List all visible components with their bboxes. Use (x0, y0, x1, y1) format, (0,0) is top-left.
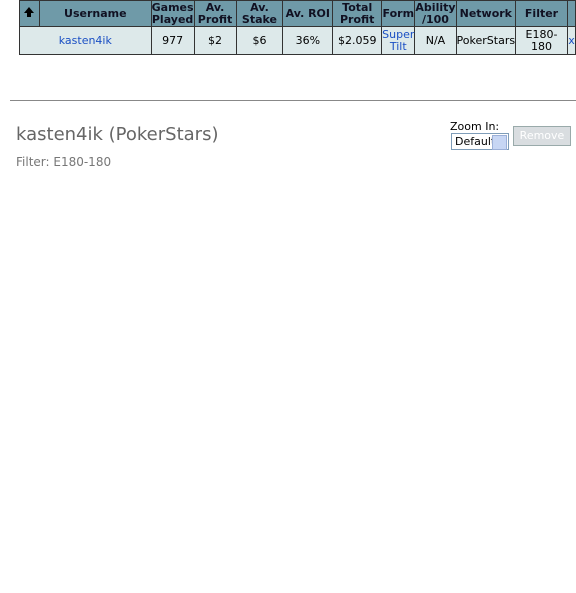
cell: $6 (235, 26, 284, 55)
cell: Super Tilt (381, 26, 416, 55)
cell-text: PokerStars (456, 33, 516, 47)
cell-text: $2 (208, 33, 223, 47)
zoom-label: Zoom In: (450, 120, 500, 133)
column-header[interactable]: Av. Stake (235, 0, 284, 27)
column-header[interactable]: Ability /100 (414, 0, 457, 27)
link[interactable]: kasten4ik (58, 33, 112, 47)
column-header[interactable]: Av. ROI (282, 0, 334, 27)
header-cell (566, 0, 576, 27)
column-header[interactable]: Games Played (150, 0, 195, 27)
cell: 977 (150, 26, 195, 55)
cell-text: N/A (425, 33, 446, 47)
cell: N/A (414, 26, 457, 55)
cell: E180-180 (515, 26, 568, 55)
zoom-select[interactable]: Default (451, 133, 509, 150)
link[interactable]: Super Tilt (382, 27, 415, 53)
cell: 36% (282, 26, 334, 55)
column-header[interactable]: Filter (515, 0, 568, 27)
column-header[interactable]: Av. Profit (193, 0, 237, 27)
column-header[interactable]: Network (455, 0, 517, 27)
cell: x (566, 26, 576, 55)
cell: PokerStars (455, 26, 517, 55)
cell-text: E180-180 (525, 27, 558, 53)
player-title: kasten4ik (PokerStars) (16, 124, 219, 145)
select-arrow (492, 135, 507, 150)
stats-table: 02505007501.0001.2501.5001.7502.0002.250… (19, 0, 576, 410)
column-header[interactable]: Form (381, 0, 416, 27)
cell-text: 36% (295, 33, 321, 47)
cell-text: $2.059 (337, 33, 377, 47)
header-row: 02505007501.0001.2501.5001.7502.0002.250… (19, 0, 576, 410)
cell: $2 (193, 26, 237, 55)
column-header[interactable]: Username (38, 0, 152, 27)
column-header[interactable]: Total Profit (332, 0, 383, 27)
chart (0, 190, 576, 593)
link[interactable]: x (568, 33, 575, 47)
remove-button[interactable]: Remove (513, 126, 571, 146)
cell: $2.059 (332, 26, 383, 55)
sort-icon[interactable]: 02505007501.0001.2501.5001.7502.0002.250… (19, 0, 570, 410)
zoom-option: Default (455, 135, 496, 148)
data-row: kasten4ik 977 $2 $6 36% $2.059 Super Tilt N/A Po… (19, 26, 576, 55)
cell-text: 977 (162, 33, 184, 47)
filter-label: Filter: E180-180 (16, 155, 112, 169)
divider (10, 100, 576, 101)
cell-text: $6 (252, 33, 267, 47)
cell: kasten4ik (19, 26, 152, 55)
